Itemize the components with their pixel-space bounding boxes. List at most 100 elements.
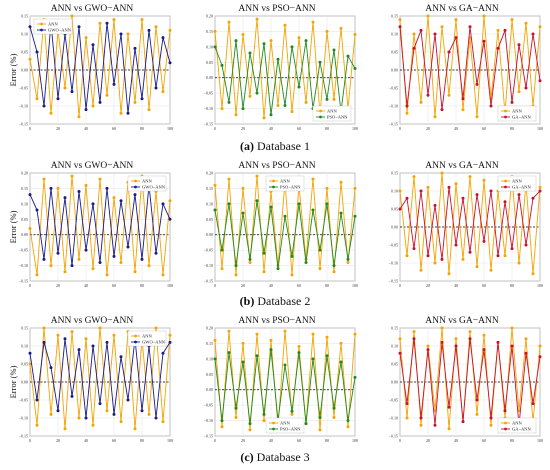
y-tick-label: −0.05	[19, 86, 28, 91]
x-tick-label: 0	[214, 126, 216, 131]
y-tick-label: −0.10	[389, 416, 398, 421]
data-point	[461, 97, 465, 101]
data-point	[98, 21, 102, 25]
panel-title: ANN vs GWO−ANN	[51, 4, 134, 14]
y-tick-label: 0.15	[21, 326, 28, 331]
data-point	[276, 57, 280, 61]
x-tick-label: 80	[140, 126, 144, 131]
data-point	[304, 100, 308, 104]
panel-title: ANN vs GWO−ANN	[51, 316, 134, 326]
data-point	[269, 205, 273, 209]
data-point	[234, 264, 238, 268]
data-point	[49, 264, 53, 268]
data-point	[91, 202, 95, 206]
chart-panel-a2: ANN vs PSO−ANN 0.20 0.15 0.10 0.05 0.00 −0.05 −…	[204, 4, 358, 131]
data-point	[262, 116, 266, 120]
data-point	[318, 60, 322, 64]
y-tick-label: 0.10	[21, 344, 28, 349]
data-point	[154, 326, 158, 330]
data-point	[63, 196, 67, 200]
data-point	[234, 273, 238, 277]
data-point	[353, 214, 357, 218]
data-point	[353, 186, 357, 190]
data-point	[538, 189, 542, 193]
y-tick-label: −0.05	[204, 403, 213, 408]
data-point	[241, 186, 245, 190]
legend-swatch-marker	[319, 109, 322, 113]
data-point	[489, 416, 493, 420]
data-point	[154, 416, 158, 420]
y-tick-label: 0.20	[206, 14, 213, 19]
data-point	[241, 211, 245, 215]
data-point	[419, 268, 423, 272]
y-tick-label: 0.10	[391, 344, 398, 349]
data-point	[35, 423, 39, 427]
data-point	[461, 196, 465, 200]
data-point	[318, 428, 322, 432]
data-point	[426, 185, 430, 189]
x-tick-label: 0	[29, 283, 31, 288]
x-tick-label: 80	[325, 283, 329, 288]
data-point	[531, 196, 535, 200]
legend-swatch-marker	[134, 179, 137, 183]
legend-swatch-marker	[504, 427, 507, 431]
caption-letter: (a)	[240, 139, 254, 153]
y-tick-label: −0.05	[389, 243, 398, 248]
data-point	[503, 28, 507, 32]
data-point	[346, 419, 350, 423]
y-tick-label: 0.20	[206, 326, 213, 331]
data-point	[56, 97, 60, 101]
data-point	[262, 42, 266, 46]
y-tick-label: 0.00	[391, 380, 398, 385]
data-point	[42, 340, 46, 344]
data-point	[112, 82, 116, 86]
data-point	[28, 351, 32, 355]
data-point	[517, 409, 521, 413]
data-point	[49, 366, 53, 370]
data-point	[35, 50, 39, 54]
x-tick-label: 60	[482, 438, 486, 443]
data-point	[269, 39, 273, 43]
data-point	[119, 260, 123, 264]
data-point	[454, 182, 458, 186]
legend-label: ANN	[512, 421, 522, 426]
data-point	[98, 177, 102, 181]
data-point	[398, 207, 402, 211]
data-point	[133, 46, 137, 50]
y-tick-label: 0.05	[21, 50, 28, 55]
y-tick-label: −0.05	[19, 398, 28, 403]
data-point	[154, 251, 158, 255]
data-point	[325, 29, 329, 33]
y-tick-label: 0.15	[21, 186, 28, 191]
data-point	[297, 351, 301, 355]
y-axis-label: Error (%)	[8, 210, 18, 243]
data-point	[161, 420, 165, 424]
y-tick-label: 0.20	[206, 171, 213, 176]
y-tick-label: 0.05	[21, 362, 28, 367]
data-point	[503, 409, 507, 413]
data-point	[426, 344, 430, 348]
data-point	[77, 190, 81, 194]
data-point	[468, 337, 472, 341]
legend-swatch-marker	[272, 427, 275, 431]
row-caption: (a) Database 1	[240, 139, 310, 153]
legend-label: GWO−ANN	[142, 340, 166, 345]
data-point	[70, 394, 74, 398]
data-point	[42, 177, 46, 181]
data-point	[440, 25, 444, 29]
data-point	[147, 108, 151, 112]
data-point	[510, 247, 514, 251]
y-tick-label: 0.15	[391, 14, 398, 19]
data-point	[126, 245, 130, 249]
data-point	[339, 26, 343, 30]
data-point	[84, 36, 88, 40]
data-point	[91, 43, 95, 47]
data-point	[28, 227, 32, 231]
y-tick-label: 0.00	[21, 380, 28, 385]
data-point	[70, 264, 74, 268]
data-point	[412, 175, 416, 179]
y-tick-label: 0.05	[206, 372, 213, 377]
chart-panel-c1: ANN vs GWO−ANN 0.15 0.10 0.05 0.00 −0.05 −0.10…	[8, 316, 173, 443]
data-point	[140, 409, 144, 413]
